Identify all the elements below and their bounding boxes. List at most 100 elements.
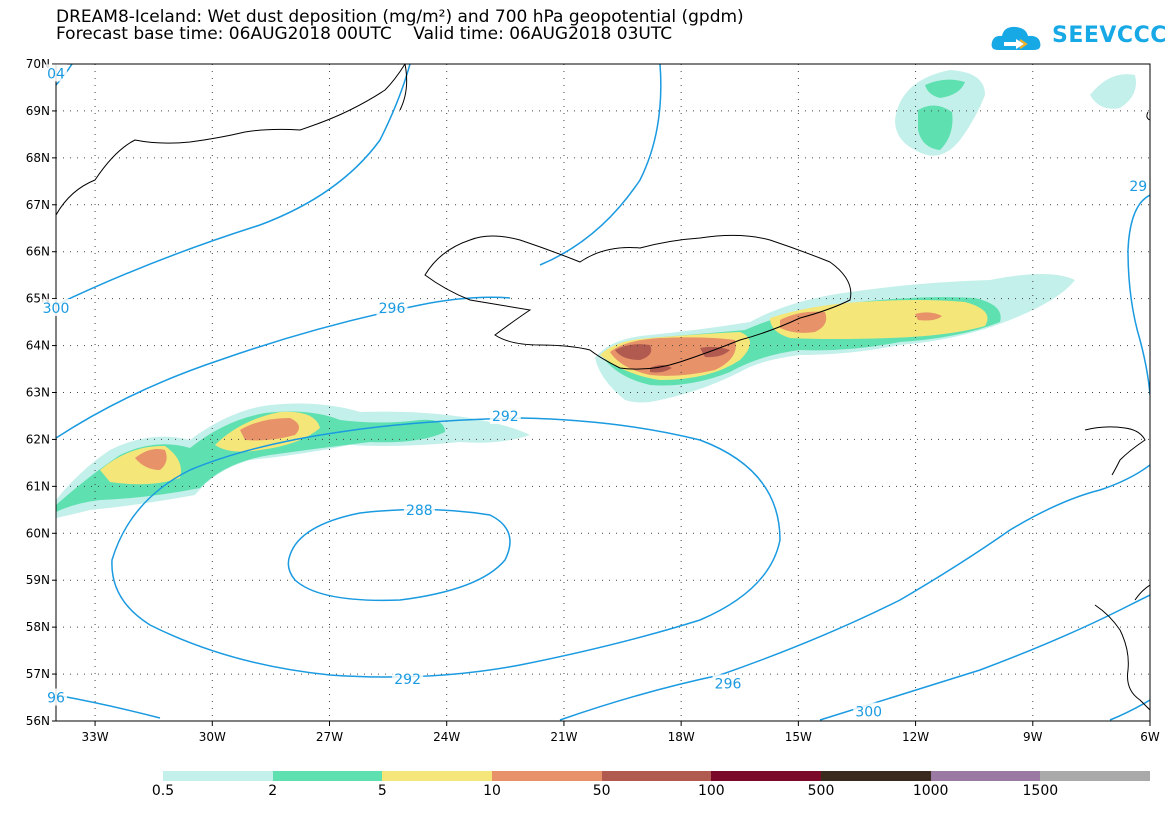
legend-swatch	[163, 771, 273, 781]
contour-label-bg	[1127, 177, 1150, 195]
legend-label: 500	[807, 783, 835, 799]
greenland-coast-east	[399, 64, 408, 111]
dust-patch-iceland-orange3	[915, 312, 942, 321]
dust-deposition-areas	[56, 70, 1136, 518]
contour-300d	[1127, 194, 1150, 396]
contour-label: 292	[394, 672, 421, 688]
geopotential-contours	[56, 64, 1150, 721]
contour-300	[56, 64, 411, 306]
lat-label: 57N	[26, 667, 50, 681]
contour-296b	[56, 694, 161, 719]
contour-label: 296	[379, 301, 406, 317]
legend-swatch	[821, 771, 931, 781]
legend-label: 10	[483, 783, 501, 799]
contour-label: 300	[43, 301, 70, 317]
contour-label-bg	[392, 669, 424, 687]
dust-patch-iceland-yellow2	[770, 300, 988, 339]
lon-label: 9W	[1023, 730, 1043, 744]
faroe-shetland-coast	[1084, 426, 1146, 476]
legend-color-bar	[163, 771, 1151, 781]
contour-label-bg	[403, 500, 435, 518]
chart-title: DREAM8-Iceland: Wet dust deposition (mg/…	[56, 7, 744, 27]
contour-label-bg	[45, 688, 67, 706]
lon-label: 21W	[550, 730, 577, 744]
legend-label: 0.5	[151, 783, 175, 799]
dust-patch-ne-green	[918, 105, 953, 150]
lon-label: 33W	[82, 730, 109, 744]
lat-label: 64N	[26, 339, 50, 353]
lat-label: 62N	[26, 432, 50, 446]
lat-label: 61N	[26, 479, 50, 493]
dust-patch-west-orange	[135, 449, 167, 470]
legend-swatch	[711, 771, 822, 781]
lat-label: 68N	[26, 151, 50, 165]
dust-patch-west-green	[56, 411, 445, 512]
legend-label: 100	[697, 783, 725, 799]
svalbard-hint	[1146, 111, 1150, 121]
iceland-coast	[424, 234, 852, 370]
contour-label: 288	[406, 503, 433, 519]
contour-label-bg	[853, 702, 885, 720]
scotland-islands	[1134, 584, 1150, 601]
legend-label: 1000	[912, 783, 949, 799]
lat-label: 63N	[26, 386, 50, 400]
lat-label: 66N	[26, 245, 50, 259]
legend-swatch	[601, 771, 712, 781]
contour-296	[56, 296, 511, 439]
logo-text: SEEVCCC	[1052, 23, 1167, 48]
lat-label: 70N	[26, 57, 50, 71]
dust-patch-ne-light2	[1090, 74, 1136, 109]
contour-label-bg	[376, 299, 408, 317]
lon-label: 30W	[199, 730, 226, 744]
coastlines	[56, 64, 1150, 711]
legend-label: 5	[377, 783, 387, 799]
contour-label-bg	[45, 64, 67, 82]
contour-296c	[559, 464, 1150, 721]
contour-label-bg	[712, 674, 744, 692]
contour-304b	[1109, 699, 1150, 721]
legend-swatch	[492, 771, 602, 781]
lat-label: 56N	[26, 714, 50, 728]
legend-swatch	[930, 771, 1041, 781]
dust-patch-ne-green2	[925, 79, 965, 98]
dust-patch-west-orange2	[240, 418, 299, 441]
contour-label: 292	[492, 409, 519, 425]
contour-292	[111, 417, 781, 678]
lon-label: 15W	[785, 730, 812, 744]
contour-label: 96	[47, 691, 65, 707]
contour-label: 300	[855, 705, 882, 721]
legend-label: 50	[592, 783, 611, 799]
lon-label: 6W	[1140, 730, 1160, 744]
lon-label: 18W	[668, 730, 695, 744]
legend-label: 1500	[1022, 783, 1059, 799]
contour-288	[287, 508, 511, 602]
dust-patch-iceland-dark	[615, 344, 652, 360]
lat-label: 69N	[26, 104, 50, 118]
cloud-logo-icon	[991, 26, 1041, 50]
contour-label: 296	[715, 676, 742, 692]
greenland-coast	[56, 64, 406, 216]
lon-label: 27W	[316, 730, 343, 744]
map-gridlines	[56, 64, 1150, 721]
contour-label: 04	[47, 66, 65, 82]
contour-label: 29	[1129, 179, 1147, 195]
lon-label: 24W	[433, 730, 460, 744]
lat-label: 58N	[26, 620, 50, 634]
dust-patch-iceland-dark2	[700, 346, 730, 358]
dust-patch-iceland-orange2	[780, 311, 827, 333]
dust-patch-iceland-dark3	[650, 365, 672, 373]
contour-300b	[539, 64, 662, 266]
legend-label: 2	[268, 783, 278, 799]
contour-300c	[819, 594, 1150, 721]
lat-label: 67N	[26, 198, 50, 212]
legend-swatch	[272, 771, 383, 781]
norway-scotland-coast	[1094, 604, 1150, 711]
legend-swatch	[1040, 771, 1151, 781]
chart-subtitle-times: Forecast base time: 06AUG2018 00UTC Vali…	[56, 24, 673, 44]
lon-label: 12W	[902, 730, 929, 744]
contour-label-bg	[489, 406, 521, 424]
lat-label: 60N	[26, 526, 50, 540]
contour-label-bg	[40, 299, 72, 317]
lat-label: 59N	[26, 573, 50, 587]
